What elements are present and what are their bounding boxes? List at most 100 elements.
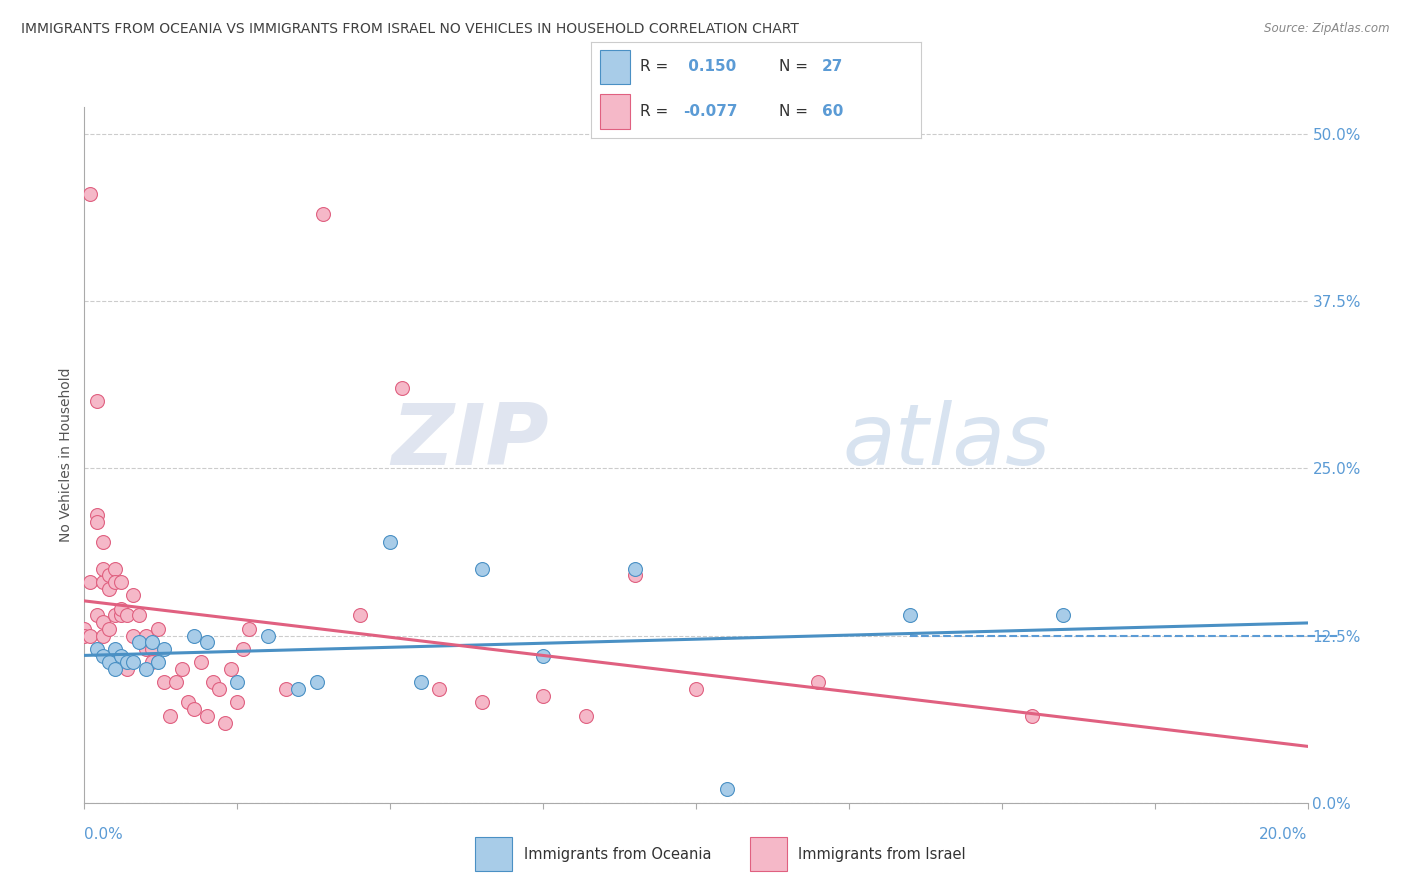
Point	[232, 642, 254, 657]
Point	[97, 622, 120, 636]
Point	[312, 207, 335, 221]
Point	[122, 628, 145, 642]
Text: ZIP: ZIP	[391, 400, 550, 483]
Y-axis label: No Vehicles in Household: No Vehicles in Household	[59, 368, 73, 542]
Point	[807, 675, 830, 690]
Text: atlas: atlas	[842, 400, 1050, 483]
Point	[153, 675, 176, 690]
FancyBboxPatch shape	[475, 837, 512, 871]
Point	[128, 635, 150, 649]
Point	[575, 708, 598, 723]
Point	[624, 568, 647, 582]
Point	[257, 628, 280, 642]
Point	[73, 628, 96, 642]
Point	[104, 608, 127, 623]
Point	[276, 681, 298, 696]
Point	[201, 675, 224, 690]
Point	[146, 622, 169, 636]
Point	[208, 681, 231, 696]
Point	[122, 589, 145, 603]
Point	[716, 782, 738, 797]
Point	[159, 708, 181, 723]
Point	[115, 662, 138, 676]
Point	[79, 187, 101, 202]
Point	[110, 648, 132, 663]
Point	[226, 675, 249, 690]
Point	[122, 655, 145, 669]
Point	[409, 675, 432, 690]
Text: N =: N =	[779, 103, 813, 119]
Point	[190, 655, 212, 669]
Point	[471, 562, 494, 576]
Text: -0.077: -0.077	[683, 103, 738, 119]
Point	[219, 662, 242, 676]
Point	[91, 648, 114, 663]
Point	[146, 655, 169, 669]
Point	[97, 568, 120, 582]
Point	[79, 575, 101, 590]
Text: IMMIGRANTS FROM OCEANIA VS IMMIGRANTS FROM ISRAEL NO VEHICLES IN HOUSEHOLD CORRE: IMMIGRANTS FROM OCEANIA VS IMMIGRANTS FR…	[21, 22, 799, 37]
FancyBboxPatch shape	[600, 50, 630, 85]
Point	[104, 642, 127, 657]
Point	[135, 628, 157, 642]
Point	[226, 696, 249, 710]
Point	[287, 681, 309, 696]
Point	[115, 608, 138, 623]
Point	[86, 642, 108, 657]
Point	[135, 642, 157, 657]
Point	[86, 515, 108, 529]
Point	[165, 675, 187, 690]
Point	[115, 655, 138, 669]
Point	[195, 635, 218, 649]
Text: Immigrants from Oceania: Immigrants from Oceania	[524, 847, 711, 862]
Point	[531, 689, 554, 703]
Point	[86, 394, 108, 409]
Point	[391, 381, 413, 395]
FancyBboxPatch shape	[600, 94, 630, 128]
Point	[91, 575, 114, 590]
Point	[214, 715, 236, 730]
Text: Immigrants from Israel: Immigrants from Israel	[799, 847, 966, 862]
Text: R =: R =	[640, 103, 673, 119]
Point	[305, 675, 328, 690]
Point	[1021, 708, 1043, 723]
Text: R =: R =	[640, 59, 673, 74]
Point	[97, 582, 120, 596]
Point	[104, 662, 127, 676]
Point	[110, 575, 132, 590]
Point	[97, 655, 120, 669]
Point	[183, 702, 205, 716]
Point	[73, 622, 96, 636]
Point	[86, 608, 108, 623]
Text: N =: N =	[779, 59, 813, 74]
Point	[110, 602, 132, 616]
Text: 0.150: 0.150	[683, 59, 737, 74]
Text: Source: ZipAtlas.com: Source: ZipAtlas.com	[1264, 22, 1389, 36]
Text: 27: 27	[821, 59, 844, 74]
Point	[141, 642, 163, 657]
Point	[86, 508, 108, 523]
Point	[1052, 608, 1074, 623]
Point	[531, 648, 554, 663]
Text: 60: 60	[821, 103, 844, 119]
Text: 20.0%: 20.0%	[1260, 827, 1308, 842]
Point	[380, 535, 402, 549]
Point	[110, 608, 132, 623]
FancyBboxPatch shape	[749, 837, 787, 871]
Point	[91, 562, 114, 576]
Point	[91, 535, 114, 549]
Point	[238, 622, 260, 636]
Point	[427, 681, 450, 696]
Point	[141, 655, 163, 669]
Point	[128, 608, 150, 623]
Text: 0.0%: 0.0%	[84, 827, 124, 842]
Point	[898, 608, 921, 623]
Point	[153, 642, 176, 657]
Point	[79, 628, 101, 642]
Point	[624, 562, 647, 576]
Point	[104, 575, 127, 590]
Point	[177, 696, 200, 710]
Point	[141, 635, 163, 649]
Point	[91, 628, 114, 642]
Point	[183, 628, 205, 642]
